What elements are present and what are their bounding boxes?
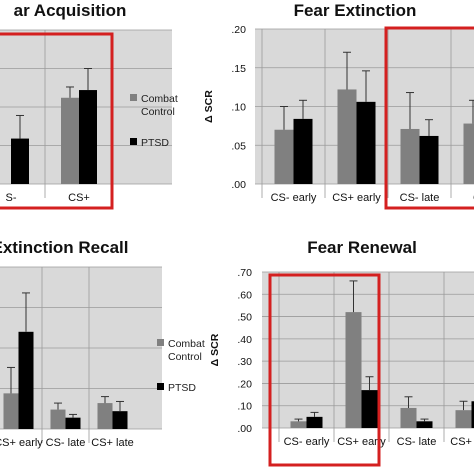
highlight-box — [384, 26, 474, 210]
control-bar — [455, 410, 472, 428]
legend-swatch — [130, 138, 137, 145]
legend-label: Combat — [141, 93, 178, 105]
legend-label: PTSD — [141, 137, 169, 149]
legend-swatch — [130, 94, 137, 101]
y-tick-label: .50 — [237, 312, 252, 324]
ptsd-bar — [112, 411, 128, 429]
y-axis-label: Δ SCR — [203, 90, 215, 123]
ptsd-bar — [293, 118, 313, 184]
control-bar — [290, 421, 307, 428]
control-bar — [97, 403, 113, 429]
category-label: CS+ early — [332, 192, 381, 204]
control-bar — [61, 97, 79, 184]
legend-label: Control — [141, 106, 175, 118]
category-label: CS- late — [397, 436, 437, 448]
y-tick-label: .70 — [237, 267, 252, 279]
category-label: CS+ late — [450, 436, 474, 448]
control-bar — [463, 123, 474, 184]
chart-title: ar Acquisition — [14, 1, 127, 20]
chart-title: Extinction Recall — [0, 238, 128, 257]
y-tick-label: .20 — [237, 378, 252, 390]
y-tick-label: .10 — [231, 102, 246, 114]
y-tick-label: .05 — [231, 140, 246, 152]
y-axis-label: Δ SCR — [209, 333, 221, 366]
chart-ext: .00 .05 .10 .15 .20 Δ SCR CS- early CS+ early CS… — [203, 1, 474, 210]
y-tick-label: .40 — [237, 334, 252, 346]
ptsd-bar — [18, 331, 34, 429]
ptsd-bar — [11, 138, 29, 184]
ptsd-bar — [356, 101, 376, 184]
control-bar — [400, 407, 417, 428]
ptsd-bar — [306, 416, 323, 428]
ptsd-bar — [361, 390, 378, 428]
category-label: S- — [6, 192, 17, 204]
y-tick-label: .20 — [231, 24, 246, 36]
control-bar — [345, 312, 362, 428]
control-bar — [400, 128, 420, 184]
category-label: CS+ — [68, 192, 90, 204]
ptsd-bar — [416, 421, 433, 428]
category-label: CS- early — [271, 192, 317, 204]
y-tick-label: .30 — [237, 356, 252, 368]
category-label: CS+ early — [337, 436, 386, 448]
y-tick-label: .60 — [237, 289, 252, 301]
chart-title: Fear Renewal — [307, 238, 417, 257]
control-bar — [337, 89, 357, 184]
y-tick-label: .00 — [231, 179, 246, 191]
ptsd-bar — [65, 417, 81, 429]
category-label: CS+ early — [0, 437, 43, 449]
legend-label: Combat — [168, 338, 205, 350]
legend-swatch — [157, 383, 164, 390]
highlight-box — [0, 32, 114, 210]
category-label: CS- late — [46, 437, 86, 449]
chart-ren: .00 .10 .20 .30 .40 .50 .60 .70 Δ SCR CS- early CS… — [209, 238, 474, 467]
ptsd-bar — [79, 90, 97, 184]
control-bar — [274, 129, 294, 184]
legend-label: Control — [168, 351, 202, 363]
y-tick-label: .10 — [237, 401, 252, 413]
ptsd-bar — [419, 135, 439, 184]
legend-label: PTSD — [168, 382, 196, 394]
y-tick-label: .00 — [237, 423, 252, 435]
control-bar — [3, 393, 19, 429]
legend-swatch — [157, 339, 164, 346]
category-label: CS+ late — [91, 437, 134, 449]
control-bar — [50, 409, 66, 429]
ptsd-bar — [471, 401, 474, 428]
highlight-box — [268, 273, 381, 467]
category-label: CS- early — [284, 436, 330, 448]
y-tick-label: .15 — [231, 63, 246, 75]
category-label: CS- late — [400, 192, 440, 204]
chart-title: Fear Extinction — [294, 1, 417, 20]
